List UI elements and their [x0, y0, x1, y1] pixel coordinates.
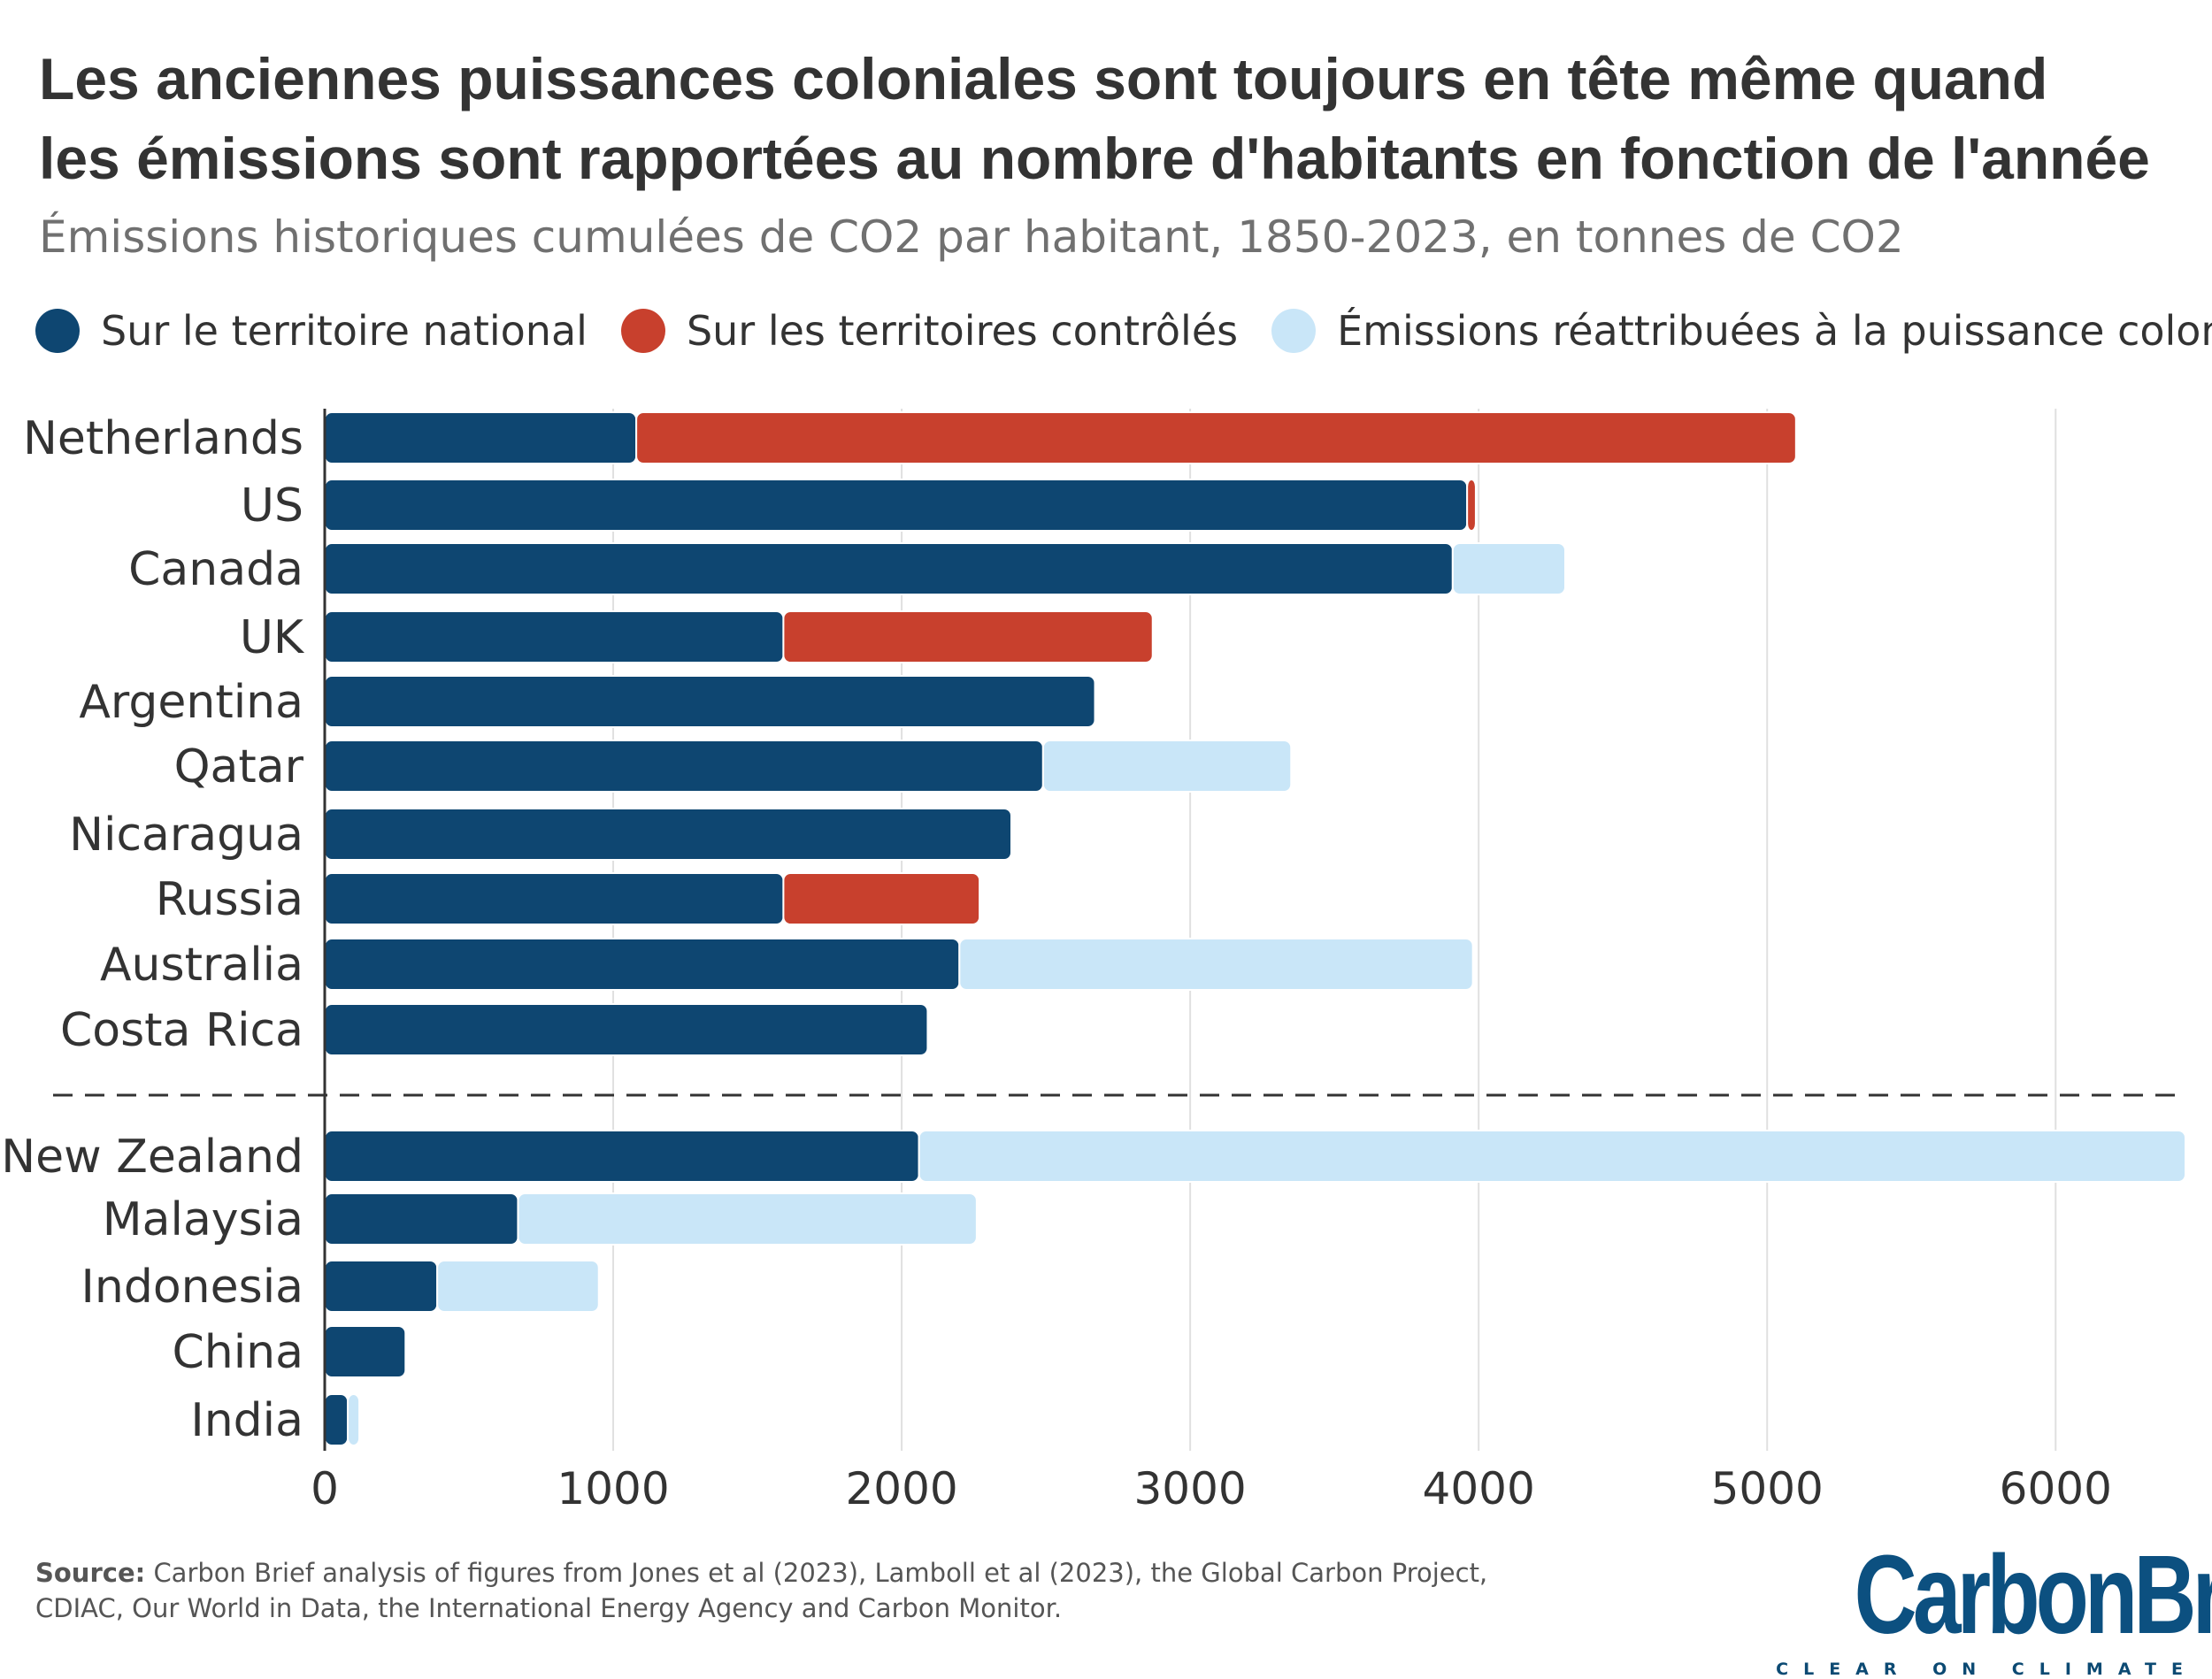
chart-subtitle: Émissions historiques cumulées de CO2 pa… [39, 211, 1904, 263]
bar-malaysia-series-3 [517, 1192, 978, 1246]
bar-qatar-series-1 [324, 740, 1044, 793]
bar-indonesia-series-3 [436, 1260, 600, 1313]
x-tick-label-5000: 5000 [1711, 1463, 1824, 1514]
x-tick-label-6000: 6000 [2000, 1463, 2112, 1514]
legend-item-controlled: Sur les territoires contrôlés [620, 307, 1239, 355]
category-label-australia: Australia [100, 939, 303, 992]
category-label-uk: UK [240, 611, 305, 664]
bar-uk-series-1 [324, 610, 785, 663]
category-label-costa-rica: Costa Rica [60, 1004, 303, 1057]
x-tick-label-4000: 4000 [1423, 1463, 1535, 1514]
x-tick-label-2000: 2000 [845, 1463, 957, 1514]
bar-nicaragua-series-1 [324, 808, 1012, 861]
category-label-canada: Canada [128, 543, 303, 596]
category-label-russia: Russia [156, 873, 303, 926]
category-label-argentina: Argentina [79, 676, 303, 729]
category-label-netherlands: Netherlands [23, 412, 303, 465]
chart-title: Les anciennes puissances coloniales sont… [39, 39, 2198, 198]
source-text: Carbon Brief analysis of figures from Jo… [35, 1558, 1488, 1623]
category-label-indonesia: Indonesia [81, 1261, 303, 1314]
bar-new-zealand-series-3 [918, 1130, 2186, 1183]
category-label-nicaragua: Nicaragua [69, 809, 303, 862]
x-tick-label-1000: 1000 [557, 1463, 669, 1514]
bar-indonesia-series-1 [324, 1260, 439, 1313]
bar-argentina-series-1 [324, 675, 1096, 728]
legend-swatch-reattributed [1271, 309, 1317, 353]
category-label-china: China [172, 1326, 303, 1379]
x-tick-label-0: 0 [311, 1463, 339, 1514]
bar-netherlands-series-2 [635, 411, 1797, 464]
bar-new-zealand-series-1 [324, 1130, 920, 1183]
x-tick-label-3000: 3000 [1134, 1463, 1247, 1514]
bar-qatar-series-3 [1041, 740, 1293, 793]
bar-india-series-3 [347, 1393, 361, 1446]
category-label-us: US [241, 479, 303, 533]
category-label-india: India [190, 1394, 303, 1447]
bar-russia-series-1 [324, 872, 785, 925]
bar-china-series-1 [324, 1325, 407, 1378]
bar-australia-series-3 [958, 938, 1474, 991]
legend-label-national: Sur le territoire national [101, 307, 588, 355]
legend-item-reattributed: Émissions réattribuées à la puissance co… [1271, 307, 2212, 355]
bar-australia-series-1 [324, 938, 961, 991]
bar-us-series-1 [324, 479, 1469, 532]
bar-chart: Netherlands US Canada UK Argentina Qatar Nicar… [1, 409, 2186, 1514]
bar-russia-series-2 [782, 872, 981, 925]
bar-canada-series-3 [1451, 542, 1567, 595]
bar-canada-series-1 [324, 542, 1454, 595]
source-label: Source: [35, 1558, 146, 1588]
category-label-qatar: Qatar [174, 740, 304, 794]
legend-swatch-controlled [620, 309, 665, 353]
logo-tagline: CLEAR ON CLIMATE [1776, 1660, 2198, 1679]
bar-malaysia-series-1 [324, 1192, 519, 1246]
legend-label-controlled: Sur les territoires contrôlés [686, 307, 1239, 355]
legend-swatch-national [35, 309, 80, 353]
bar-costa-rica-series-1 [324, 1003, 929, 1056]
bar-uk-series-2 [782, 610, 1154, 663]
chart-title-line-1: Les anciennes puissances coloniales sont… [39, 46, 2048, 111]
legend: Sur le territoire national Sur les terri… [35, 304, 2212, 357]
bar-us-series-2 [1466, 479, 1477, 532]
category-label-new-zealand: New Zealand [1, 1131, 303, 1184]
legend-label-reattributed: Émissions réattribuées à la puissance co… [1337, 307, 2212, 355]
bar-india-series-1 [324, 1393, 349, 1446]
chart-title-line-2: les émissions sont rapportées au nombre … [39, 126, 2150, 191]
bar-netherlands-series-1 [324, 411, 638, 464]
category-label-malaysia: Malaysia [103, 1193, 303, 1246]
legend-item-national: Sur le territoire national [35, 307, 588, 355]
source-note: Source: Carbon Brief analysis of figures… [35, 1555, 1540, 1626]
